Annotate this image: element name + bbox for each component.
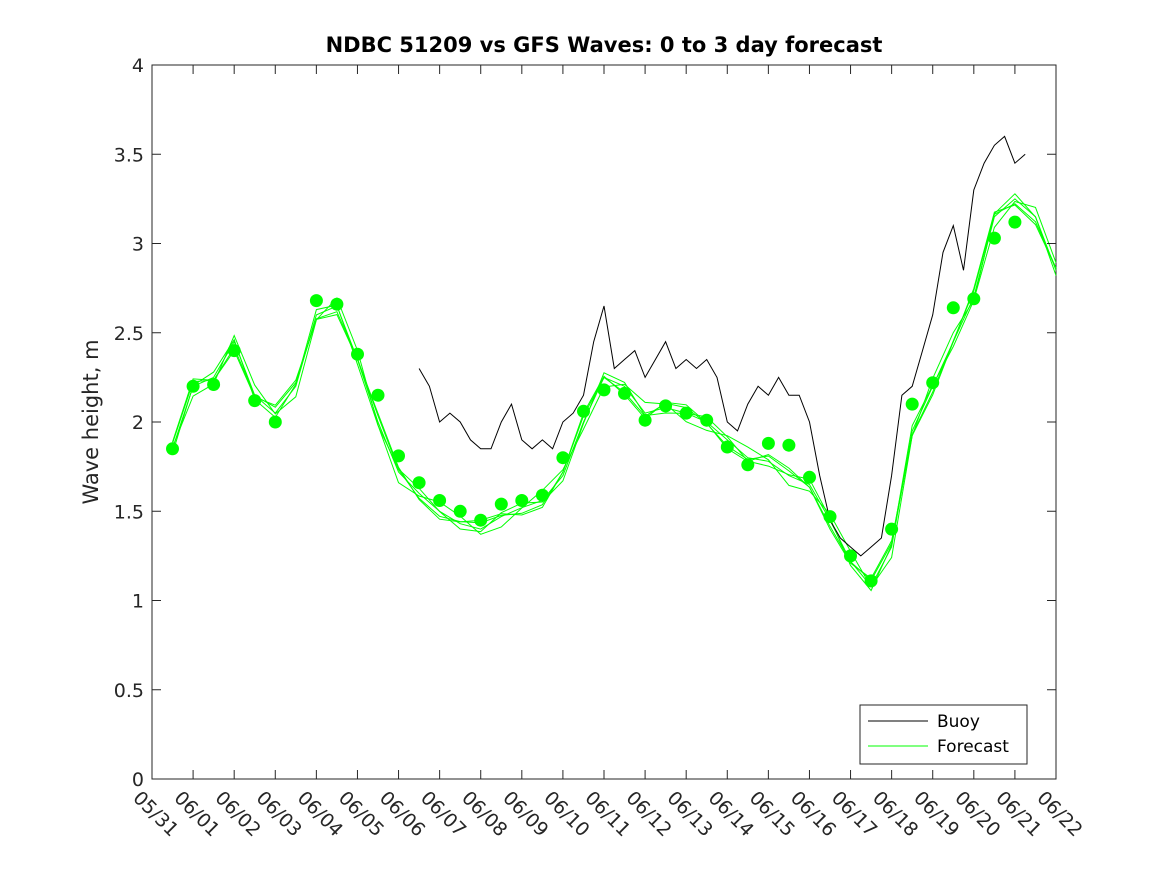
x-tick-label: 06/12 bbox=[622, 787, 676, 841]
forecast-marker bbox=[741, 458, 755, 472]
forecast-marker bbox=[659, 399, 673, 413]
forecast-marker bbox=[392, 449, 405, 463]
forecast-marker bbox=[885, 522, 899, 536]
forecast-series-line bbox=[172, 204, 1057, 580]
y-tick-label: 0 bbox=[132, 769, 144, 791]
forecast-marker bbox=[186, 379, 200, 393]
forecast-marker bbox=[515, 494, 529, 507]
y-axis-label: Wave height, m bbox=[79, 339, 103, 504]
forecast-marker bbox=[803, 470, 816, 484]
forecast-marker bbox=[926, 376, 940, 390]
x-tick-label: 06/20 bbox=[950, 787, 1004, 841]
x-tick-label: 06/08 bbox=[457, 787, 511, 841]
legend-box bbox=[859, 704, 1028, 765]
y-axis: 0 0.5 1 1.5 2 2.5 3 3.5 4 bbox=[114, 55, 1056, 791]
x-tick-label: 06/19 bbox=[909, 787, 963, 841]
forecast-marker bbox=[864, 574, 878, 588]
x-tick-label: 06/22 bbox=[1032, 787, 1086, 841]
forecast-lines bbox=[172, 193, 1057, 592]
forecast-marker bbox=[494, 497, 508, 511]
forecast-marker bbox=[905, 397, 919, 411]
x-tick-label: 06/06 bbox=[375, 787, 429, 841]
forecast-marker bbox=[844, 549, 857, 563]
forecast-marker bbox=[679, 406, 693, 420]
forecast-marker bbox=[412, 476, 426, 490]
x-tick-label: 06/02 bbox=[211, 787, 265, 841]
plot-area bbox=[151, 64, 1057, 780]
forecast-marker bbox=[967, 292, 981, 306]
x-tick-label: 06/21 bbox=[991, 787, 1045, 841]
y-tick-label: 1.5 bbox=[114, 501, 144, 523]
y-tick-label: 0.5 bbox=[114, 680, 144, 702]
chart-title: NDBC 51209 vs GFS Waves: 0 to 3 day fore… bbox=[326, 33, 883, 57]
buoy-line bbox=[418, 135, 1026, 557]
y-tick-label: 1 bbox=[132, 591, 144, 613]
forecast-marker bbox=[453, 504, 467, 518]
forecast-markers bbox=[166, 215, 1022, 588]
x-tick-label: 06/10 bbox=[539, 787, 593, 841]
forecast-marker bbox=[782, 438, 796, 452]
forecast-marker bbox=[761, 436, 775, 450]
x-tick-label: 06/11 bbox=[580, 787, 634, 841]
forecast-marker bbox=[309, 294, 323, 308]
buoy-series-line bbox=[418, 135, 1026, 557]
x-tick-label: 06/01 bbox=[170, 787, 224, 841]
y-tick-label: 4 bbox=[132, 55, 144, 77]
legend-forecast-label: Forecast bbox=[937, 737, 1009, 757]
x-tick-label: 06/05 bbox=[334, 787, 388, 841]
forecast-marker bbox=[700, 413, 714, 427]
forecast-marker bbox=[618, 386, 631, 400]
forecast-marker bbox=[166, 442, 179, 456]
x-tick-label: 05/31 bbox=[128, 787, 182, 841]
forecast-marker bbox=[535, 488, 549, 502]
forecast-marker bbox=[433, 494, 447, 507]
x-tick-label: 06/07 bbox=[416, 787, 470, 841]
forecast-marker bbox=[597, 383, 611, 397]
forecast-marker bbox=[268, 415, 282, 429]
forecast-marker bbox=[227, 344, 241, 358]
forecast-series-line bbox=[172, 193, 1057, 592]
forecast-marker bbox=[577, 404, 590, 418]
forecast-marker bbox=[330, 297, 344, 311]
x-tick-label: 06/13 bbox=[663, 787, 717, 841]
x-tick-label: 06/18 bbox=[868, 787, 922, 841]
forecast-marker bbox=[638, 413, 652, 427]
forecast-marker bbox=[248, 394, 262, 408]
x-tick-label: 06/09 bbox=[498, 787, 552, 841]
y-tick-label: 3 bbox=[132, 234, 144, 256]
x-tick-label: 06/14 bbox=[704, 787, 758, 841]
forecast-marker bbox=[946, 301, 960, 315]
forecast-marker bbox=[720, 440, 734, 454]
y-tick-label: 2.5 bbox=[114, 323, 144, 345]
forecast-marker bbox=[1008, 215, 1022, 229]
x-tick-label: 06/17 bbox=[827, 787, 881, 841]
legend-buoy-label: Buoy bbox=[937, 712, 980, 732]
forecast-marker bbox=[823, 510, 837, 524]
x-tick-label: 06/03 bbox=[252, 787, 306, 841]
forecast-marker bbox=[351, 347, 364, 361]
x-tick-label: 06/15 bbox=[745, 787, 799, 841]
legend: Buoy Forecast bbox=[859, 704, 1028, 765]
y-tick-label: 2 bbox=[132, 412, 144, 434]
x-tick-label: 06/16 bbox=[786, 787, 840, 841]
forecast-marker bbox=[987, 231, 1001, 245]
forecast-marker bbox=[207, 378, 221, 391]
x-tick-label: 06/04 bbox=[293, 787, 347, 841]
forecast-marker bbox=[371, 388, 385, 402]
forecast-marker bbox=[474, 513, 488, 527]
y-tick-label: 3.5 bbox=[114, 144, 144, 166]
forecast-marker bbox=[556, 451, 570, 465]
